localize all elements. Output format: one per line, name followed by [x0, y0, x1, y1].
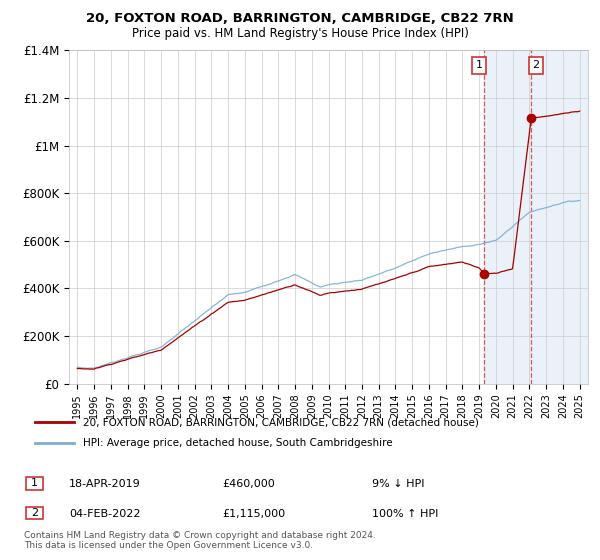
FancyBboxPatch shape [26, 477, 43, 489]
Text: £1,115,000: £1,115,000 [222, 509, 285, 519]
Text: 04-FEB-2022: 04-FEB-2022 [69, 509, 140, 519]
Text: Price paid vs. HM Land Registry's House Price Index (HPI): Price paid vs. HM Land Registry's House … [131, 27, 469, 40]
Text: 100% ↑ HPI: 100% ↑ HPI [372, 509, 439, 519]
Text: 9% ↓ HPI: 9% ↓ HPI [372, 479, 425, 489]
Text: 1: 1 [31, 478, 38, 488]
Text: HPI: Average price, detached house, South Cambridgeshire: HPI: Average price, detached house, Sout… [83, 438, 392, 448]
Text: £460,000: £460,000 [222, 479, 275, 489]
Bar [484, 50, 588, 384]
Text: 2: 2 [533, 60, 539, 71]
Text: 2: 2 [31, 508, 38, 518]
FancyBboxPatch shape [26, 507, 43, 519]
Text: Contains HM Land Registry data © Crown copyright and database right 2024.
This d: Contains HM Land Registry data © Crown c… [24, 530, 376, 550]
Text: 20, FOXTON ROAD, BARRINGTON, CAMBRIDGE, CB22 7RN (detached house): 20, FOXTON ROAD, BARRINGTON, CAMBRIDGE, … [83, 417, 478, 427]
Text: 1: 1 [476, 60, 482, 71]
Text: 18-APR-2019: 18-APR-2019 [69, 479, 141, 489]
Text: 20, FOXTON ROAD, BARRINGTON, CAMBRIDGE, CB22 7RN: 20, FOXTON ROAD, BARRINGTON, CAMBRIDGE, … [86, 12, 514, 25]
